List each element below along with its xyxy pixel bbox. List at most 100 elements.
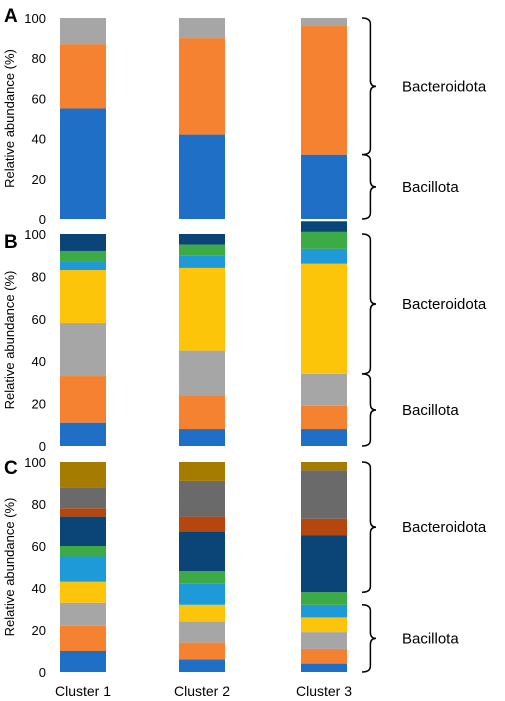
bar-segment: [179, 234, 225, 245]
bar-segment: [179, 429, 225, 446]
bar-segment: [301, 605, 347, 618]
bar-segment: [301, 470, 347, 518]
bar-segment: [60, 262, 106, 270]
bar-segment: [301, 155, 347, 219]
y-tick-label: 100: [24, 11, 46, 26]
y-tick-label: 40: [32, 581, 46, 596]
bar-segment: [301, 617, 347, 632]
bar-segment: [179, 255, 225, 268]
bar-segment: [301, 632, 347, 649]
y-tick-label: 0: [39, 665, 46, 680]
bar-segment: [60, 376, 106, 423]
bar-segment: [301, 462, 347, 470]
bar-segment: [60, 18, 106, 44]
brace-bracket: [362, 374, 376, 446]
brace-bracket: [362, 605, 376, 672]
bar-segment: [60, 234, 106, 251]
bar-segment: [301, 221, 347, 232]
y-tick-label: 20: [32, 172, 46, 187]
bar-segment: [60, 323, 106, 376]
brace-bracket: [362, 462, 376, 592]
bar-segment: [301, 264, 347, 374]
bar-segment: [60, 44, 106, 108]
bar-segment: [301, 592, 347, 605]
phylum-annotation: Bacillota: [402, 179, 459, 196]
panel-label: C: [4, 458, 18, 479]
y-tick-label: 80: [32, 497, 46, 512]
bar-segment: [301, 519, 347, 536]
bar-segment: [301, 26, 347, 155]
y-tick-label: 80: [32, 269, 46, 284]
bar-segment: [179, 351, 225, 396]
bar-segment: [301, 536, 347, 593]
bar-segment: [179, 18, 225, 38]
bar-segment: [60, 108, 106, 219]
phylum-annotation: Bacillota: [402, 630, 459, 647]
bar-segment: [60, 582, 106, 603]
bar-segment: [301, 18, 347, 26]
y-tick-label: 0: [39, 212, 46, 227]
bar-segment: [179, 462, 225, 481]
y-tick-label: 60: [32, 312, 46, 327]
bar-segment: [60, 462, 106, 487]
bar-segment: [60, 487, 106, 508]
bar-segment: [301, 664, 347, 672]
phylum-annotation: Bacillota: [402, 402, 459, 419]
bar-segment: [60, 603, 106, 626]
x-tick-label: Cluster 2: [174, 683, 230, 699]
brace-bracket: [362, 155, 376, 219]
brace-bracket: [362, 234, 376, 374]
bar-segment: [60, 626, 106, 651]
bar-segment: [60, 557, 106, 582]
y-tick-label: 60: [32, 91, 46, 106]
panel-label: A: [4, 6, 18, 27]
panel-c: C Relative abundance (%) 0 20 40 60 80 100 Clust…: [2, 455, 487, 699]
y-tick-label: 100: [24, 227, 46, 242]
y-tick-label: 40: [32, 354, 46, 369]
bar-segment: [179, 245, 225, 256]
phylum-annotation: Bacteroidota: [402, 519, 487, 536]
bar-segment: [60, 270, 106, 323]
y-tick-label: 40: [32, 132, 46, 147]
y-tick-label: 20: [32, 397, 46, 412]
bar-segment: [179, 659, 225, 672]
phylum-annotation: Bacteroidota: [402, 296, 487, 313]
bar-segment: [60, 423, 106, 446]
bar-segment: [301, 249, 347, 264]
bar-segment: [301, 232, 347, 249]
bar-segment: [301, 406, 347, 429]
bar-segment: [301, 429, 347, 446]
y-tick-label: 60: [32, 539, 46, 554]
bar-segment: [179, 531, 225, 571]
bar-segment: [179, 268, 225, 351]
panel-label: B: [4, 232, 18, 253]
bar-segment: [301, 649, 347, 664]
y-axis-label: Relative abundance (%): [2, 49, 17, 188]
bar-segment: [179, 395, 225, 429]
bar-segment: [179, 643, 225, 660]
bar-segment: [179, 571, 225, 584]
bar-segment: [179, 622, 225, 643]
bar-segment: [179, 38, 225, 134]
y-tick-label: 80: [32, 51, 46, 66]
y-tick-label: 20: [32, 623, 46, 638]
bar-segment: [179, 584, 225, 605]
y-axis-label: Relative abundance (%): [2, 271, 17, 410]
bar-segment: [179, 605, 225, 622]
panel-b: B Relative abundance (%) 0 20 40 60 80 100 Bacte…: [2, 221, 487, 454]
bar-segment: [60, 517, 106, 546]
y-axis-label: Relative abundance (%): [2, 498, 17, 637]
bar-segment: [301, 374, 347, 406]
y-tick-label: 0: [39, 439, 46, 454]
phylum-annotation: Bacteroidota: [402, 78, 487, 95]
bar-segment: [60, 651, 106, 672]
panel-a: A Relative abundance (%) 0 20 40 60 80 100 Bacte…: [2, 6, 487, 227]
x-tick-label: Cluster 1: [55, 683, 111, 699]
bar-segment: [179, 481, 225, 517]
bar-segment: [179, 135, 225, 219]
y-tick-label: 100: [24, 455, 46, 470]
x-tick-label: Cluster 3: [296, 683, 352, 699]
brace-bracket: [362, 18, 376, 155]
bar-segment: [60, 251, 106, 262]
